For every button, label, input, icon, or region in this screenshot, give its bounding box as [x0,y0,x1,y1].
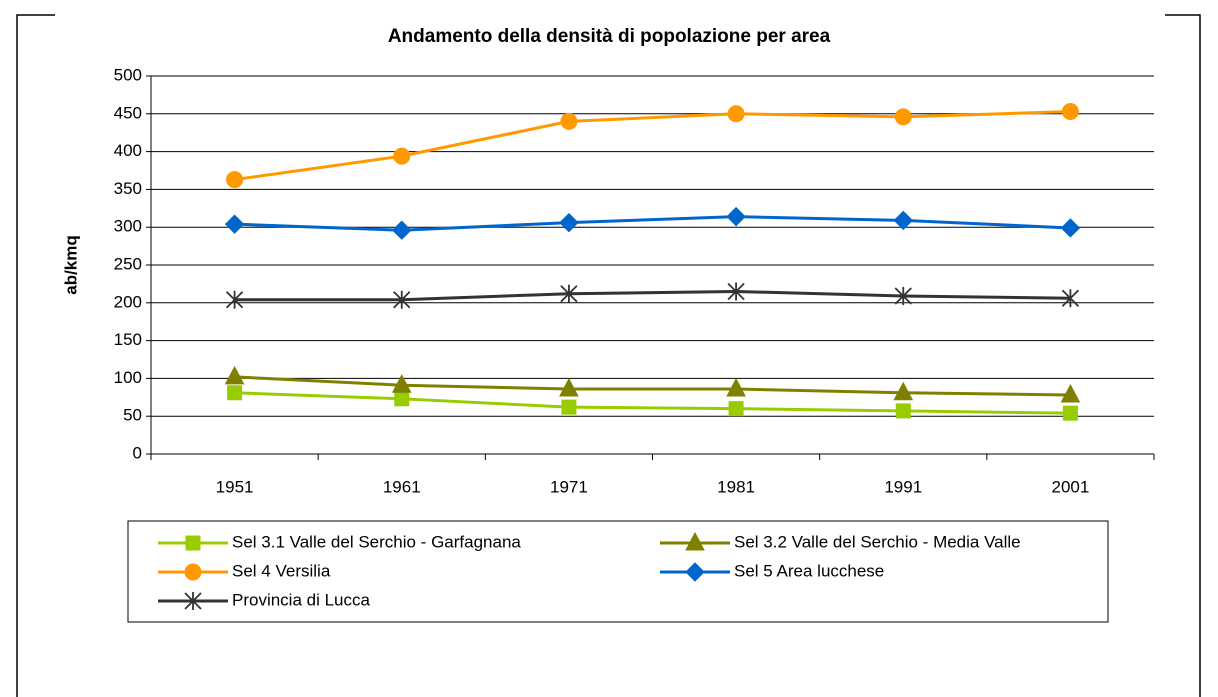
data-point [727,105,745,123]
data-point [1061,103,1079,121]
y-axis-label: ab/kmq [61,235,80,295]
x-tick-label: 1961 [383,477,421,496]
data-point [728,401,744,417]
y-tick-label: 50 [123,406,142,425]
series-line [234,110,1071,182]
x-tick-label: 1951 [216,477,254,496]
data-point [1060,383,1081,403]
data-point [893,381,914,401]
data-point [726,377,746,397]
x-tick-label: 1981 [717,477,755,496]
y-tick-label: 450 [114,103,142,122]
x-tick-label: 1991 [884,477,922,496]
y-tick-label: 100 [114,368,142,387]
data-point [224,214,245,234]
data-point [560,112,578,130]
x-tick-label: 1971 [550,477,588,496]
y-tick-label: 0 [133,443,142,462]
legend-marker [185,535,201,551]
data-point [894,108,912,126]
series-line [234,289,1071,302]
frame-left [16,14,55,697]
legend-marker [685,531,705,551]
data-point [391,374,412,393]
data-point [727,282,745,301]
data-point [227,385,243,401]
x-tick-label: 2001 [1052,477,1090,496]
data-point [393,290,411,309]
series-line [234,375,1071,397]
data-point [392,220,412,240]
data-point [224,365,245,385]
chart-title: Andamento della densità di popolazione p… [388,26,831,47]
legend-label: Sel 4 Versilia [232,561,331,580]
y-tick-label: 500 [114,65,142,84]
series-line [234,215,1071,232]
y-tick-label: 200 [114,292,142,311]
legend-marker [184,592,202,610]
series-line [234,391,1071,415]
y-tick-label: 400 [114,141,142,160]
data-point [1062,405,1078,421]
y-tick-label: 250 [114,254,142,273]
y-tick-label: 300 [114,217,142,236]
legend [127,520,1109,623]
data-point [561,399,577,415]
data-point [895,403,911,419]
frame [16,14,1201,697]
legend-marker [685,562,705,582]
legend-label: Sel 5 Area lucchese [734,561,884,580]
y-tick-label: 350 [114,179,142,198]
frame-right [1165,14,1201,697]
data-point [1061,289,1080,308]
data-point [393,147,411,165]
data-point [893,210,913,231]
data-point [394,391,410,407]
legend-marker [184,563,202,581]
data-point [726,206,746,227]
data-point [1060,218,1081,238]
legend-label: Sel 3.1 Valle del Serchio - Garfagnana [232,532,521,551]
data-point [226,171,244,189]
legend-label: Provincia di Lucca [232,590,371,609]
data-point [559,377,579,397]
data-point [559,212,579,233]
y-tick-label: 150 [114,330,142,349]
data-point [560,284,578,303]
data-point [894,286,912,305]
legend-label: Sel 3.2 Valle del Serchio - Media Valle [734,532,1021,551]
data-point [225,290,244,309]
